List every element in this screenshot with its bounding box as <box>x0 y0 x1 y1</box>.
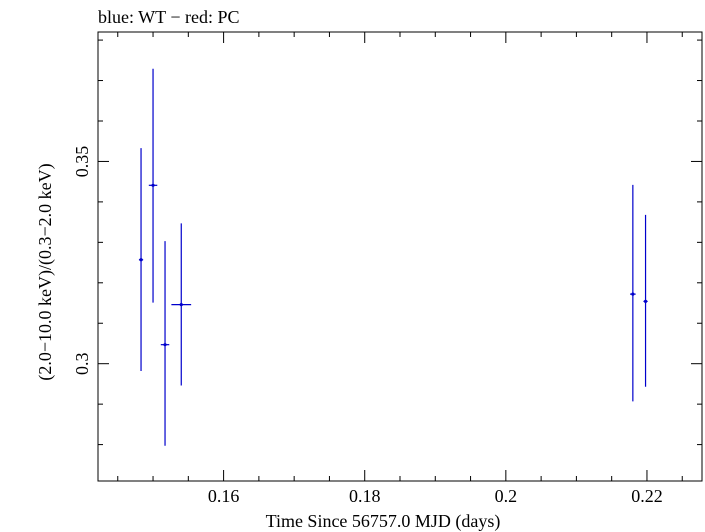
y-axis-label: (2.0−10.0 keV)/(0.3−2.0 keV) <box>35 163 56 380</box>
data-point <box>160 241 170 446</box>
point-marker <box>151 183 155 187</box>
data-point <box>138 148 144 371</box>
point-marker <box>163 343 167 347</box>
point-marker <box>139 258 143 262</box>
point-marker <box>179 303 183 307</box>
x-tick-label: 0.2 <box>495 486 518 506</box>
y-tick-label: 0.3 <box>72 352 92 375</box>
x-axis-label: Time Since 56757.0 MJD (days) <box>266 511 501 532</box>
data-point <box>643 214 648 387</box>
y-tick-label: 0.35 <box>72 146 92 178</box>
plot-frame <box>97 31 703 482</box>
data-point <box>171 223 192 386</box>
x-tick-label: 0.22 <box>631 486 663 506</box>
x-tick-label: 0.18 <box>349 486 381 506</box>
chart-title: blue: WT − red: PC <box>98 7 239 27</box>
point-marker <box>643 299 648 303</box>
data-point <box>148 68 158 303</box>
point-marker <box>631 292 635 296</box>
data-point <box>630 184 636 402</box>
x-tick-label: 0.16 <box>208 486 240 506</box>
data-points <box>138 68 648 446</box>
tick-labels: 0.16 0.18 0.2 0.22 0.3 0.35 <box>72 146 663 506</box>
axis-ticks <box>98 32 702 481</box>
